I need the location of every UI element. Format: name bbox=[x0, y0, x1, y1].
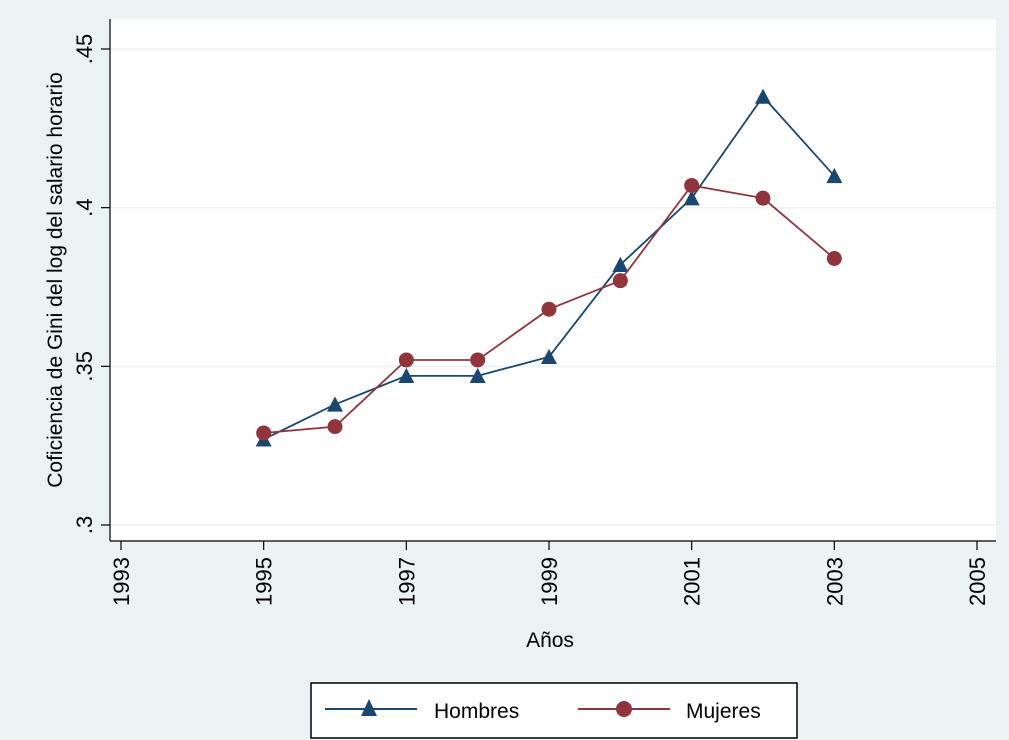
legend-triangle-icon bbox=[361, 699, 377, 716]
legend-label-mujeres: Mujeres bbox=[686, 700, 761, 723]
x-axis-title: Años bbox=[526, 629, 574, 652]
point-hombres-2002 bbox=[755, 88, 771, 104]
series bbox=[255, 88, 843, 447]
point-mujeres-1999 bbox=[541, 301, 557, 317]
legend-circle-icon bbox=[616, 701, 632, 717]
point-mujeres-2001 bbox=[684, 177, 700, 193]
point-mujeres-2000 bbox=[612, 273, 628, 289]
point-mujeres-2003 bbox=[826, 250, 842, 266]
legend-box bbox=[310, 682, 798, 739]
y-tick-label-2: .4 bbox=[72, 198, 97, 216]
point-hombres-2001 bbox=[683, 190, 700, 206]
point-hombres-1998 bbox=[469, 367, 486, 384]
point-mujeres-1996 bbox=[327, 419, 343, 435]
y-tick-label-3: .45 bbox=[72, 34, 97, 65]
y-axis-ticks: .3 .35 .4 .45 bbox=[72, 34, 110, 534]
legend-label-hombres: Hombres bbox=[434, 700, 519, 723]
x-tick-label-6: 2005 bbox=[965, 557, 990, 606]
point-hombres-1997 bbox=[398, 367, 415, 384]
x-tick-label-3: 1999 bbox=[537, 557, 562, 606]
y-tick-label-0: .3 bbox=[72, 516, 97, 534]
y-axis-title: Coficiencia de Gini del log del salario … bbox=[44, 72, 67, 488]
grid-lines bbox=[110, 48, 996, 526]
axes bbox=[109, 19, 996, 542]
plot-area bbox=[110, 19, 996, 541]
x-tick-label-5: 2003 bbox=[822, 557, 847, 606]
y-tick-label-1: .35 bbox=[72, 351, 97, 382]
x-tick-label-4: 2001 bbox=[680, 557, 705, 606]
x-tick-label-0: 1993 bbox=[109, 557, 134, 606]
x-axis-ticks: 1993 1995 1997 1999 2001 2003 2005 bbox=[109, 541, 990, 606]
legend: Hombres Mujeres bbox=[310, 682, 798, 739]
point-hombres-1999 bbox=[541, 348, 557, 365]
point-mujeres-1995 bbox=[256, 425, 272, 441]
point-hombres-2000 bbox=[612, 256, 629, 272]
point-hombres-2003 bbox=[826, 167, 843, 184]
x-tick-label-2: 1997 bbox=[394, 557, 419, 606]
point-hombres-1996 bbox=[327, 396, 343, 412]
point-mujeres-1997 bbox=[398, 352, 414, 368]
point-mujeres-2002 bbox=[755, 190, 771, 206]
x-tick-label-1: 1995 bbox=[252, 557, 277, 606]
point-mujeres-1998 bbox=[470, 352, 486, 368]
